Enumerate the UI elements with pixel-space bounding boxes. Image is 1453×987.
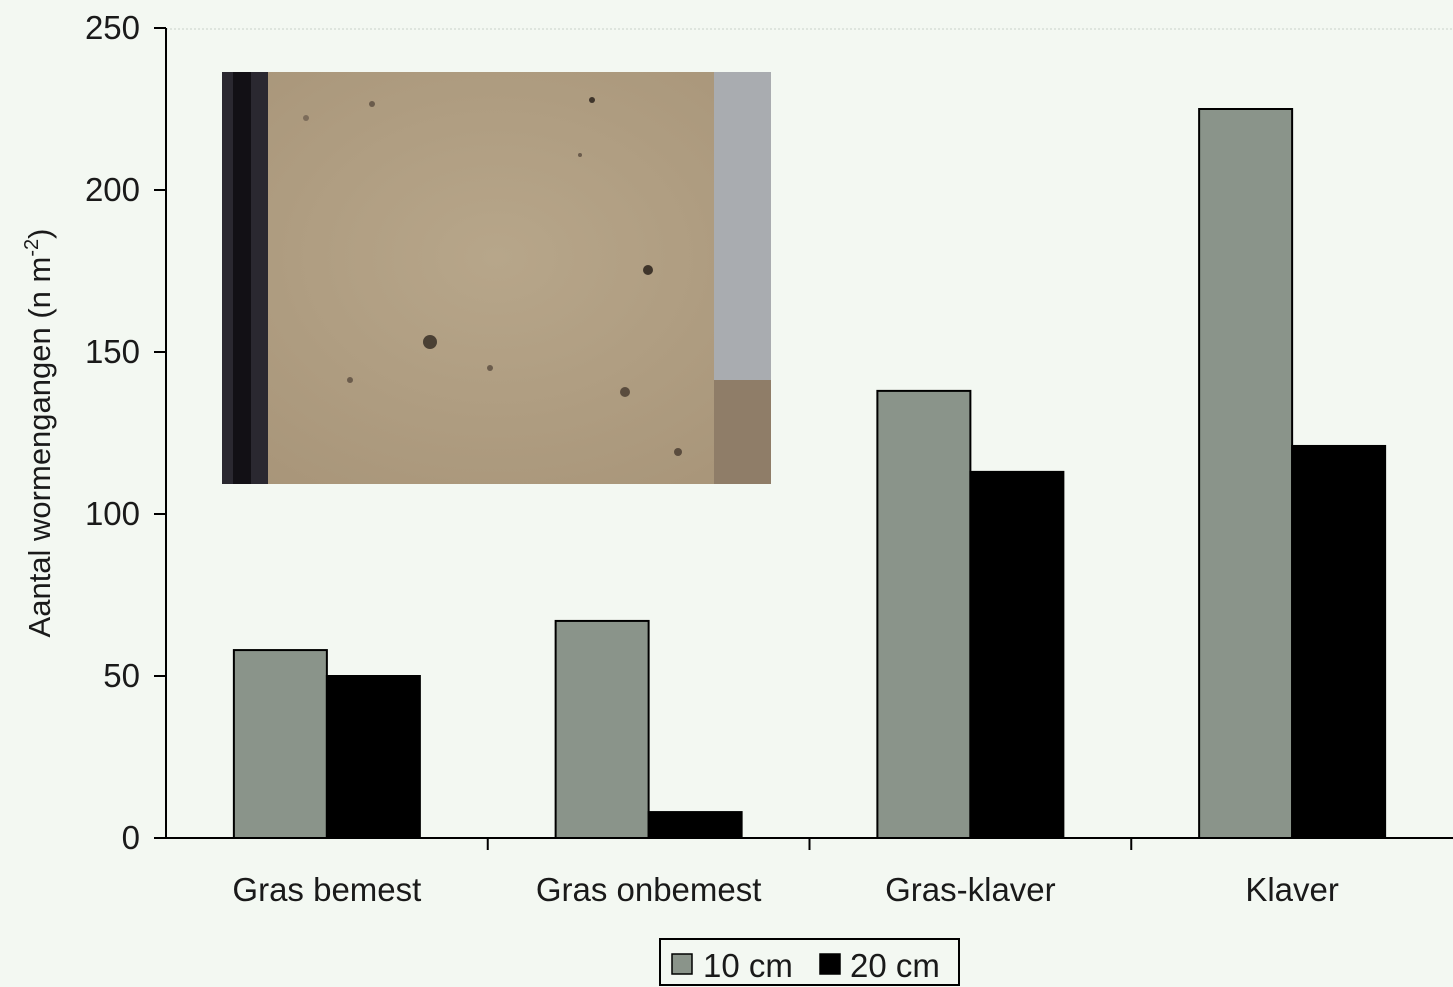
x-ticks-group: Gras bemest Gras onbemest Gras-klaver Klave…	[232, 838, 1339, 908]
legend-swatch-10cm	[671, 953, 693, 975]
bar-gras-onbemest-10-cm	[554, 619, 650, 839]
y-tick-label-100: 100	[85, 495, 140, 532]
legend-swatch-20cm	[819, 953, 841, 975]
y-axis-title-text: Aantal wormengangen (n m	[22, 257, 57, 638]
y-tick-label-250: 250	[85, 9, 140, 46]
legend: 10 cm 20 cm	[659, 938, 960, 986]
legend-frame	[659, 938, 960, 986]
y-axis-title-superscript: -2	[21, 239, 43, 257]
x-category-label-klaver: Klaver	[1245, 871, 1339, 908]
y-tick-label-50: 50	[103, 657, 140, 694]
y-tick-label-150: 150	[85, 333, 140, 370]
legend-label-20cm: 20 cm	[850, 947, 940, 984]
bar-klaver-20-cm	[1291, 444, 1387, 839]
bar-gras-onbemest-20-cm	[647, 811, 743, 840]
inset-photo	[222, 72, 771, 484]
bar-klaver-10-cm	[1198, 108, 1294, 839]
legend-label-10cm: 10 cm	[703, 947, 793, 984]
y-ticks-group: 0 50 100 150 200 250	[85, 9, 166, 856]
y-axis-title-close: )	[22, 229, 57, 239]
bar-gras-klaver-10-cm	[876, 389, 972, 839]
x-category-label-gras-onbemest: Gras onbemest	[536, 871, 762, 908]
x-category-label-gras-klaver: Gras-klaver	[885, 871, 1056, 908]
y-tick-label-200: 200	[85, 171, 140, 208]
bar-gras-klaver-20-cm	[969, 470, 1065, 839]
bar-gras-bemest-10-cm	[232, 649, 328, 840]
bars-group	[232, 108, 1387, 840]
bar-gras-bemest-20-cm	[325, 675, 421, 839]
y-axis-title: Aantal wormengangen (n m-2)	[21, 229, 57, 638]
x-category-label-gras-bemest: Gras bemest	[232, 871, 421, 908]
y-tick-label-0: 0	[122, 819, 140, 856]
